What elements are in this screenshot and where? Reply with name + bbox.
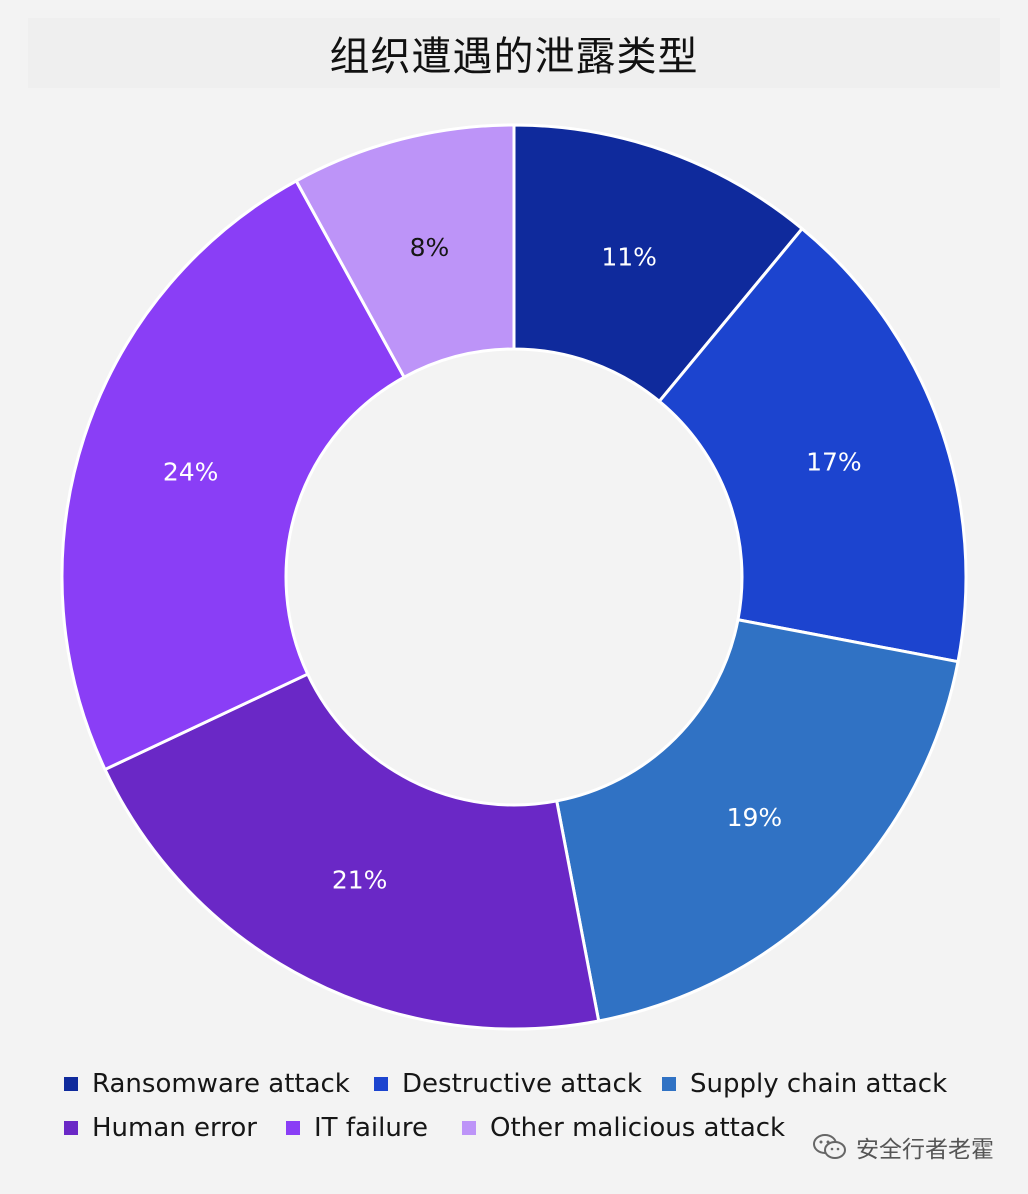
legend-swatch bbox=[286, 1121, 300, 1135]
legend-swatch bbox=[64, 1077, 78, 1091]
legend-label: Supply chain attack bbox=[690, 1069, 948, 1099]
donut-slice-it-failure bbox=[60, 178, 407, 772]
legend-swatch bbox=[374, 1077, 388, 1091]
legend-label: Ransomware attack bbox=[92, 1069, 350, 1099]
legend-label: Destructive attack bbox=[402, 1069, 642, 1099]
legend-row-2: Human error IT failure Other malicious a… bbox=[64, 1106, 964, 1150]
wechat-icon bbox=[813, 1134, 846, 1159]
chart-legend: Ransomware attack Destructive attack Sup… bbox=[64, 1062, 964, 1150]
slice-label-destructive: 17% bbox=[806, 447, 862, 476]
chart-title-bar: 组织遭遇的泄露类型 bbox=[28, 18, 1000, 88]
legend-swatch bbox=[662, 1077, 676, 1091]
legend-swatch bbox=[64, 1121, 78, 1135]
legend-item-destructive: Destructive attack bbox=[374, 1069, 662, 1099]
slice-label-human-error: 21% bbox=[332, 865, 388, 894]
legend-item-other-malicious: Other malicious attack bbox=[462, 1113, 785, 1143]
chart-slice-labels: 11% 17% 19% 21% 24% 8% bbox=[163, 233, 862, 894]
chart-slices bbox=[60, 123, 968, 1031]
donut-slice-ransomware bbox=[512, 123, 805, 404]
slice-label-supply-chain: 19% bbox=[727, 803, 783, 832]
legend-label: Human error bbox=[92, 1113, 257, 1143]
donut-slice-destructive bbox=[657, 226, 968, 664]
donut-chart: 11% 17% 19% 21% 24% 8% bbox=[60, 123, 968, 1031]
donut-slice-other-malicious bbox=[294, 123, 516, 380]
legend-item-ransomware: Ransomware attack bbox=[64, 1069, 374, 1099]
watermark: 安全行者老霍 bbox=[812, 1130, 994, 1164]
slice-label-other-malicious: 8% bbox=[410, 233, 450, 262]
legend-label: Other malicious attack bbox=[490, 1113, 786, 1143]
watermark-text: 安全行者老霍 bbox=[856, 1137, 994, 1163]
chart-title: 组织遭遇的泄露类型 bbox=[329, 34, 699, 80]
legend-item-it-failure: IT failure bbox=[286, 1113, 462, 1143]
donut-slice-supply-chain bbox=[554, 617, 960, 1023]
slice-label-it-failure: 24% bbox=[163, 457, 219, 486]
legend-row-1: Ransomware attack Destructive attack Sup… bbox=[64, 1062, 964, 1106]
legend-label: IT failure bbox=[314, 1113, 428, 1143]
legend-swatch bbox=[462, 1121, 476, 1135]
legend-item-human-error: Human error bbox=[64, 1113, 286, 1143]
donut-slice-human-error bbox=[103, 672, 601, 1031]
legend-item-supply-chain: Supply chain attack bbox=[662, 1069, 947, 1099]
slice-label-ransomware: 11% bbox=[601, 243, 657, 272]
